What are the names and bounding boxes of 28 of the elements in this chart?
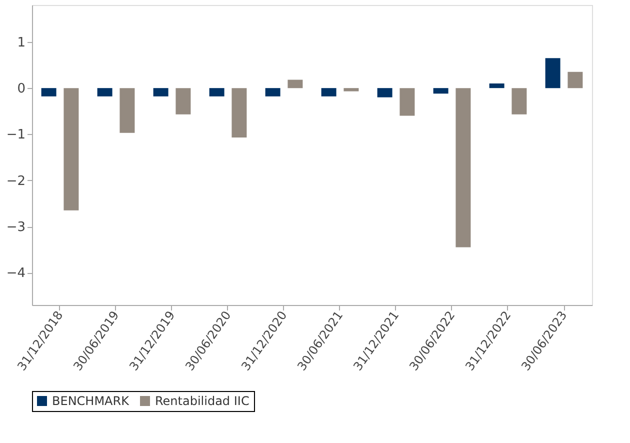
bar	[41, 88, 56, 96]
bar	[545, 58, 560, 88]
bar	[232, 88, 247, 138]
y-tick-label: −4	[6, 266, 26, 282]
bar	[456, 88, 471, 248]
bar	[288, 80, 303, 88]
bar	[433, 88, 448, 94]
bar	[265, 88, 280, 96]
bar	[400, 88, 415, 116]
bar	[97, 88, 112, 96]
y-tick-label: −2	[6, 174, 26, 189]
y-tick-label: 1	[17, 35, 26, 50]
y-tick-label: −3	[6, 220, 26, 236]
bar	[321, 88, 336, 96]
y-tick-label: 0	[17, 82, 26, 97]
bar	[377, 88, 392, 98]
bar	[344, 88, 359, 92]
legend-label: BENCHMARK	[52, 394, 130, 408]
bar	[209, 88, 224, 96]
legend-label: Rentabilidad IIC	[155, 394, 250, 408]
bar	[153, 88, 168, 96]
y-tick-label: −1	[6, 128, 26, 143]
bar	[64, 88, 79, 210]
bar	[568, 72, 583, 88]
bar	[512, 88, 527, 114]
bar	[120, 88, 135, 133]
bar	[489, 83, 504, 88]
bar	[176, 88, 191, 114]
